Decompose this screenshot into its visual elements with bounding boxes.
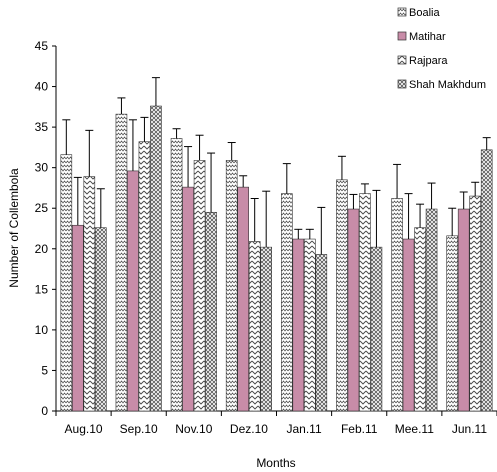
bar-shah-makhdum (480, 149, 493, 412)
bar-shah-makhdum (205, 211, 217, 412)
legend-label: Boalia (409, 7, 440, 19)
x-tick-label: Aug.10 (65, 422, 103, 436)
bar-boalia (225, 160, 238, 412)
legend-swatch (397, 7, 407, 17)
bar-matihar (72, 224, 84, 412)
y-tick-label: 35 (35, 120, 49, 134)
bar-shah-makhdum (425, 208, 438, 412)
bar-shah-makhdum (370, 246, 383, 412)
x-tick-label: Feb.11 (341, 422, 378, 436)
y-tick-label: 10 (35, 323, 49, 337)
bar-rajpara (359, 193, 371, 412)
bar-boalia (170, 138, 183, 412)
y-tick-label: 45 (35, 39, 49, 53)
bar-matihar (182, 186, 194, 412)
y-tick-label: 0 (41, 404, 48, 418)
bar-shah-makhdum (95, 227, 107, 412)
bar-boalia (115, 113, 128, 412)
x-axis-title: Months (256, 456, 295, 470)
legend-label: Rajpara (409, 55, 448, 67)
bar-rajpara (304, 238, 316, 412)
y-tick-label: 15 (35, 282, 49, 296)
x-tick-label: Nov.10 (175, 422, 212, 436)
legend: Boalia Matihar Rajpara Shah Makhdum (397, 7, 486, 91)
bar-boalia (391, 198, 403, 412)
bar-matihar (127, 170, 139, 412)
bar-rajpara (83, 176, 96, 412)
bar-shah-makhdum (315, 254, 328, 412)
bar-matihar (292, 238, 305, 412)
y-tick-label: 20 (35, 242, 49, 256)
y-axis-title: Number of Collembola (7, 168, 21, 288)
bar-boalia (336, 179, 348, 412)
bar-rajpara (248, 241, 261, 412)
y-tick-label: 30 (35, 161, 49, 175)
bar-rajpara (193, 160, 206, 412)
x-tick-label: Jun.11 (452, 422, 487, 436)
bar-shah-makhdum (260, 246, 272, 412)
bar-shah-makhdum (150, 105, 162, 412)
legend-swatch (397, 79, 407, 89)
legend-swatch (397, 55, 407, 65)
y-tick-label: 25 (35, 201, 49, 215)
y-ticks: 0 5 10 15 20 25 30 35 40 45 (35, 39, 56, 418)
bar-rajpara (469, 195, 481, 412)
bar-matihar (402, 238, 415, 412)
x-tick-label: Mee.11 (395, 422, 434, 436)
bar-boalia (446, 235, 458, 412)
bar-boalia (281, 193, 293, 412)
legend-label: Shah Makhdum (409, 79, 486, 91)
bar-rajpara (138, 141, 151, 412)
bar-matihar (347, 208, 360, 412)
bar-matihar (237, 186, 249, 412)
legend-swatch (397, 31, 407, 41)
x-tick-label: Jan.11 (286, 422, 321, 436)
x-tick-label: Sep.10 (120, 422, 158, 436)
legend-label: Matihar (409, 31, 446, 43)
bar-matihar (457, 208, 470, 412)
bar-boalia (60, 154, 73, 412)
x-tick-label: Dez.10 (230, 422, 268, 436)
x-ticks: Aug.10 Sep.10 Nov.10 Dez.10 Jan.11 Feb.11 Mee.… (55, 411, 497, 436)
y-tick-label: 40 (35, 80, 49, 94)
bars (60, 105, 493, 412)
error-bars (62, 77, 491, 255)
bar-rajpara (414, 227, 426, 412)
y-tick-label: 5 (41, 363, 48, 377)
